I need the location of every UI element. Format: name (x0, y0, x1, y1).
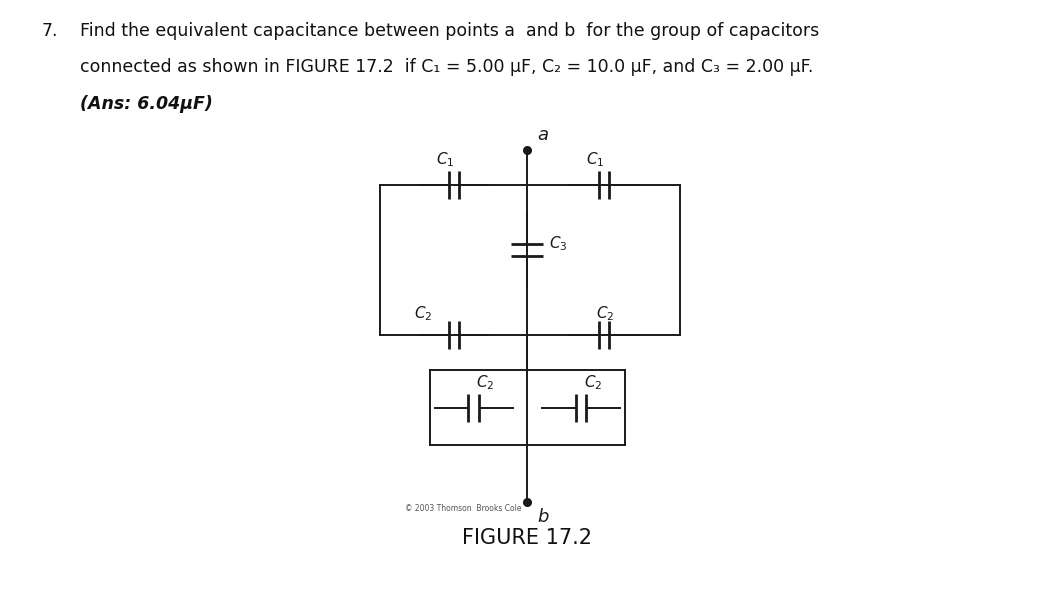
Text: $\mathit{a}$: $\mathit{a}$ (537, 126, 549, 144)
Text: FIGURE 17.2: FIGURE 17.2 (462, 528, 592, 548)
Text: $C_2$: $C_2$ (477, 373, 495, 392)
Text: $C_2$: $C_2$ (596, 304, 615, 323)
Text: (Ans: 6.04μF): (Ans: 6.04μF) (80, 95, 213, 113)
Text: $C_1$: $C_1$ (587, 150, 605, 169)
Text: $\mathit{b}$: $\mathit{b}$ (537, 508, 550, 526)
Text: $C_2$: $C_2$ (583, 373, 602, 392)
Text: 7.: 7. (42, 22, 58, 40)
Text: Find the equivalent capacitance between points a  and b  for the group of capaci: Find the equivalent capacitance between … (80, 22, 820, 40)
Text: © 2003 Thomson  Brooks Cole: © 2003 Thomson Brooks Cole (405, 504, 521, 513)
Text: $C_1$: $C_1$ (437, 150, 455, 169)
Text: $C_3$: $C_3$ (549, 235, 568, 253)
Text: connected as shown in FIGURE 17.2  if C₁ = 5.00 μF, C₂ = 10.0 μF, and C₃ = 2.00 : connected as shown in FIGURE 17.2 if C₁ … (80, 58, 813, 76)
Text: $C_2$: $C_2$ (415, 304, 433, 323)
